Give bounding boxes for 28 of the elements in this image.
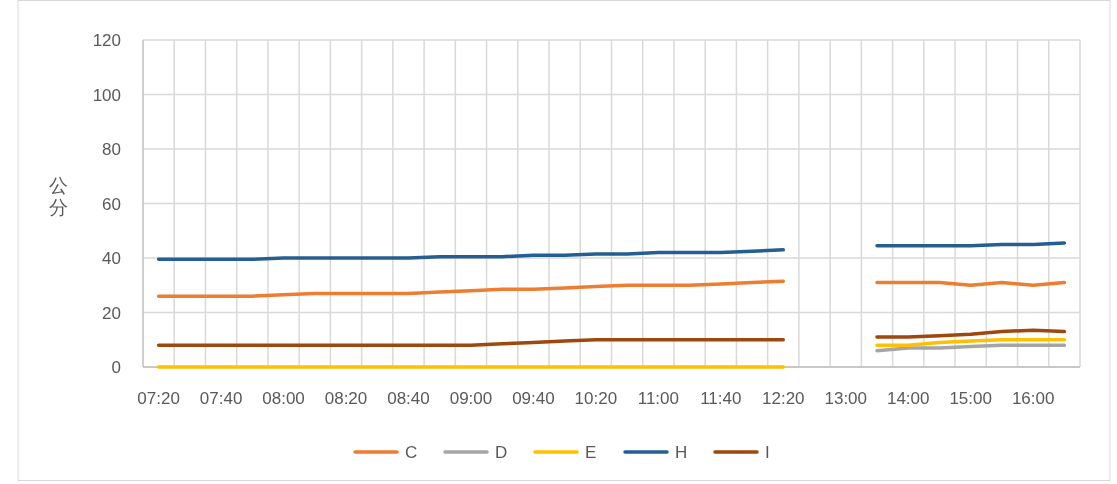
y-tick-label: 0 bbox=[111, 358, 121, 377]
x-tick-label: 11:40 bbox=[700, 389, 742, 408]
y-tick-label: 120 bbox=[92, 31, 121, 50]
y-tick-label: 100 bbox=[92, 85, 121, 105]
x-tick-label: 09:40 bbox=[512, 389, 555, 408]
x-tick-label: 07:40 bbox=[199, 389, 243, 408]
y-tick-label: 80 bbox=[102, 140, 121, 159]
legend-label: D bbox=[495, 443, 508, 462]
legend-label: I bbox=[765, 443, 770, 462]
x-tick-label: 08:00 bbox=[262, 389, 305, 408]
x-tick-label: 08:40 bbox=[387, 389, 430, 408]
x-tick-label: 12:20 bbox=[762, 389, 805, 408]
y-tick-label: 60 bbox=[102, 194, 121, 214]
x-tick-label: 14:00 bbox=[886, 389, 930, 408]
x-tick-label: 13:00 bbox=[824, 389, 868, 408]
x-tick-label: 11:00 bbox=[637, 389, 679, 408]
x-tick-label: 08:20 bbox=[324, 389, 368, 408]
y-tick-label: 20 bbox=[102, 303, 121, 323]
legend-label: E bbox=[585, 443, 597, 462]
x-tick-label: 07:20 bbox=[137, 389, 180, 408]
x-tick-label: 10:20 bbox=[574, 389, 618, 408]
y-tick-label: 40 bbox=[102, 249, 121, 268]
legend-label: C bbox=[405, 443, 418, 462]
y-axis-title: 公分 bbox=[48, 175, 68, 218]
legend-label: H bbox=[675, 443, 688, 462]
x-tick-label: 15:00 bbox=[949, 389, 992, 408]
x-tick-label: 09:00 bbox=[449, 389, 493, 408]
x-tick-label: 16:00 bbox=[1011, 389, 1055, 408]
